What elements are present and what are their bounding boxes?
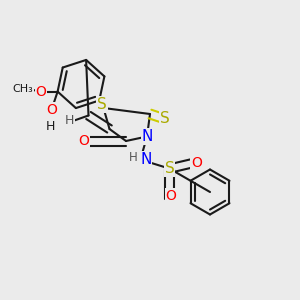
Text: O: O	[46, 103, 57, 117]
Text: S: S	[160, 111, 170, 126]
Text: O: O	[191, 156, 202, 170]
Text: O: O	[36, 85, 46, 99]
Text: N: N	[140, 152, 152, 167]
Text: S: S	[97, 97, 107, 112]
Text: N: N	[141, 129, 153, 144]
Text: S: S	[165, 161, 174, 176]
Text: H: H	[128, 151, 137, 164]
Text: CH₃: CH₃	[13, 84, 34, 94]
Text: H: H	[65, 113, 75, 127]
Text: H: H	[45, 120, 55, 133]
Text: O: O	[79, 134, 89, 148]
Text: O: O	[166, 189, 176, 202]
